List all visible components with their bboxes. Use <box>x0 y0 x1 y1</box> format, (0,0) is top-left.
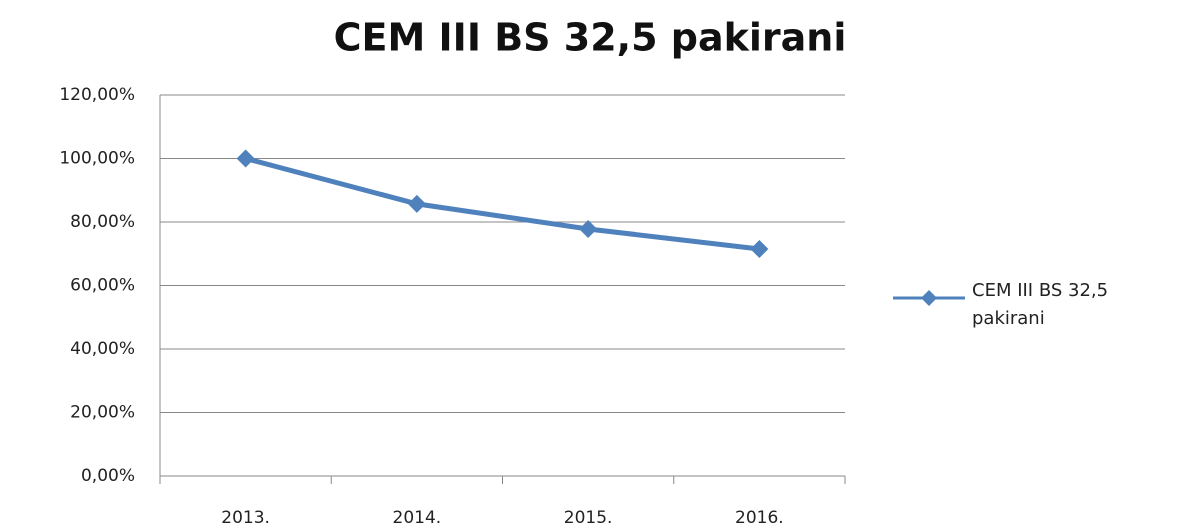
y-tick-label: 0,00% <box>81 466 135 486</box>
x-tick-label: 2013. <box>221 508 270 528</box>
line <box>244 156 760 252</box>
y-tick-label: 60,00% <box>70 276 135 296</box>
x-tick-label: 2016. <box>735 508 784 528</box>
legend-marker <box>921 290 937 306</box>
marker <box>236 149 255 168</box>
x-tick-label: 2014. <box>393 508 442 528</box>
y-tick-label: 80,00% <box>70 212 135 232</box>
y-tick-label: 20,00% <box>70 403 135 423</box>
y-tick-label: 100,00% <box>59 149 135 169</box>
marker <box>579 219 598 238</box>
chart-title: CEM III BS 32,5 pakirani <box>334 16 847 60</box>
y-tick-label: 120,00% <box>59 85 135 105</box>
x-tick-label: 2015. <box>564 508 613 528</box>
legend-label: CEM III BS 32,5 pakirani <box>972 280 1109 329</box>
marker <box>750 239 769 258</box>
y-tick-label: 40,00% <box>70 339 135 359</box>
marker <box>407 194 426 213</box>
